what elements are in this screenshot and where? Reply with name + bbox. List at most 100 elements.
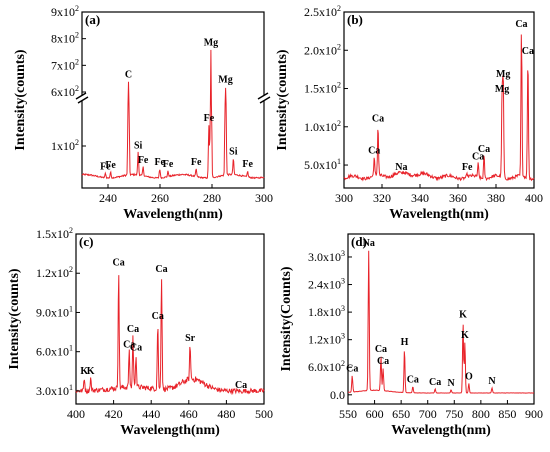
x-axis-label: Wavelength(nm) [123,207,223,222]
peak-label: N [447,378,455,389]
spectrum-line [75,275,265,396]
y-tick-label: 6.0x102 [308,359,345,374]
peak-label: Ca [515,19,527,30]
peak-label: K [87,366,95,377]
y-tick-label: 0.0 [330,388,345,402]
axis-break-mark [257,92,269,100]
y-tick-label: 2.4x103 [308,277,345,292]
x-tick-label: 400 [525,191,543,205]
peak-label: Ca [123,340,135,351]
peak-label: Fe [242,159,253,170]
peak-label: Ca [407,375,419,386]
x-tick-label: 340 [411,191,429,205]
y-tick-label: 2.0x102 [304,42,341,57]
peak-label: Fe [105,160,116,171]
peak-label: Na [395,162,407,173]
peak-label: Sr [185,333,196,344]
peak-label: Fe [204,113,215,124]
peak-label: Mg [496,69,510,80]
x-tick-label: 440 [142,407,160,421]
x-tick-label: 320 [373,191,391,205]
y-tick-label: 1.0x102 [304,119,341,134]
peak-label: Na [363,238,375,249]
y-tick-label: 3.0x103 [308,249,345,264]
x-tick-label: 300 [255,191,273,205]
y-tick-label: 3.0x101 [36,383,73,398]
panel-label: (b) [347,12,363,27]
axis-break-gap [76,95,88,101]
axis-break-mark [259,96,271,104]
y-tick-label: 8x102 [51,31,79,46]
peak-label: Ca [375,344,387,355]
axis-break-mark [75,92,87,100]
axis-break-gap [258,95,270,101]
peak-label: Ca [346,364,358,375]
peak-label: C [125,69,132,80]
y-tick-label: 9.0x101 [36,304,73,319]
y-tick-label: 6x102 [51,84,79,99]
peak-label: K [80,366,88,377]
y-tick-label: 1.2x103 [308,332,345,347]
y-tick-label: 2.5x102 [304,4,341,19]
x-tick-label: 800 [472,407,490,421]
x-tick-label: 300 [335,191,353,205]
y-axis-label: Intensity(counts) [13,49,28,150]
panel-b: 300 320 340 360 380 400 5.0x101 1.0x102 1.5x102 2… [275,4,543,222]
spectrum-line [347,250,534,394]
panel-a: 240 260 280 3001x1026x1027x1028x1029x102FeF… [13,4,273,222]
peak-label: Si [229,147,238,158]
panel-c: 400 420 440 460 480 500 3.0x101 6.0x101 9.0x101 1… [7,226,273,438]
y-tick-label: 5.0x101 [304,157,341,172]
x-tick-label: 480 [217,407,235,421]
peak-label: Ca [472,152,484,163]
axis-break-mark [77,96,89,104]
peak-label: Mg [218,75,232,86]
peak-label: Mg [495,84,509,95]
x-tick-label: 500 [255,407,273,421]
peak-label: Fe [154,157,165,168]
peak-label: K [459,309,467,320]
peak-label: O [465,371,473,382]
x-tick-label: 650 [392,407,410,421]
x-tick-label: 600 [366,407,384,421]
y-axis-label: Intensity(Counts) [279,266,294,371]
peak-label: K [461,330,469,341]
y-tick-label: 6.0x101 [36,344,73,359]
panel-label: (c) [79,234,93,249]
x-tick-label: 900 [525,407,543,421]
peak-label: Fe [100,161,111,172]
y-tick-label: 1.2x102 [36,265,73,280]
x-tick-label: 240 [99,191,117,205]
x-tick-label: 700 [419,407,437,421]
x-tick-label: 550 [339,407,357,421]
peak-label: Mg [204,37,218,48]
x-tick-label: 750 [445,407,463,421]
y-tick-label: 7x102 [51,57,79,72]
panel-label: (a) [85,12,100,27]
peak-label: Fe [163,159,174,170]
y-tick-label: 1.5x102 [36,226,73,241]
peak-label: Fe [462,162,473,173]
x-tick-label: 460 [180,407,198,421]
peak-label: Ca [127,324,139,335]
peak-label: Ca [130,342,142,353]
plot-frame [75,233,265,405]
peak-label: Ca [113,257,125,268]
y-tick-label: 1x102 [51,138,79,153]
y-tick-label: 9x102 [51,4,79,19]
panel-d: 550 600 650 700 750 800 850 900 0.0 6.0x102 1.2x10… [279,233,543,438]
spectrum-line [81,49,265,180]
y-tick-label: 1.5x102 [304,81,341,96]
peak-label: Ca [152,311,164,322]
peak-label: Ca [522,46,534,57]
peak-label: N [488,376,496,387]
peak-label: Ca [235,380,247,391]
x-tick-label: 360 [449,191,467,205]
x-axis-label: Wavelength(nm) [120,423,220,438]
plot-frame [347,233,535,405]
spectrum-line [343,34,535,182]
peak-label: Ca [368,145,380,156]
x-tick-label: 850 [498,407,516,421]
x-axis-label: Wavelength(nm) [389,207,489,222]
